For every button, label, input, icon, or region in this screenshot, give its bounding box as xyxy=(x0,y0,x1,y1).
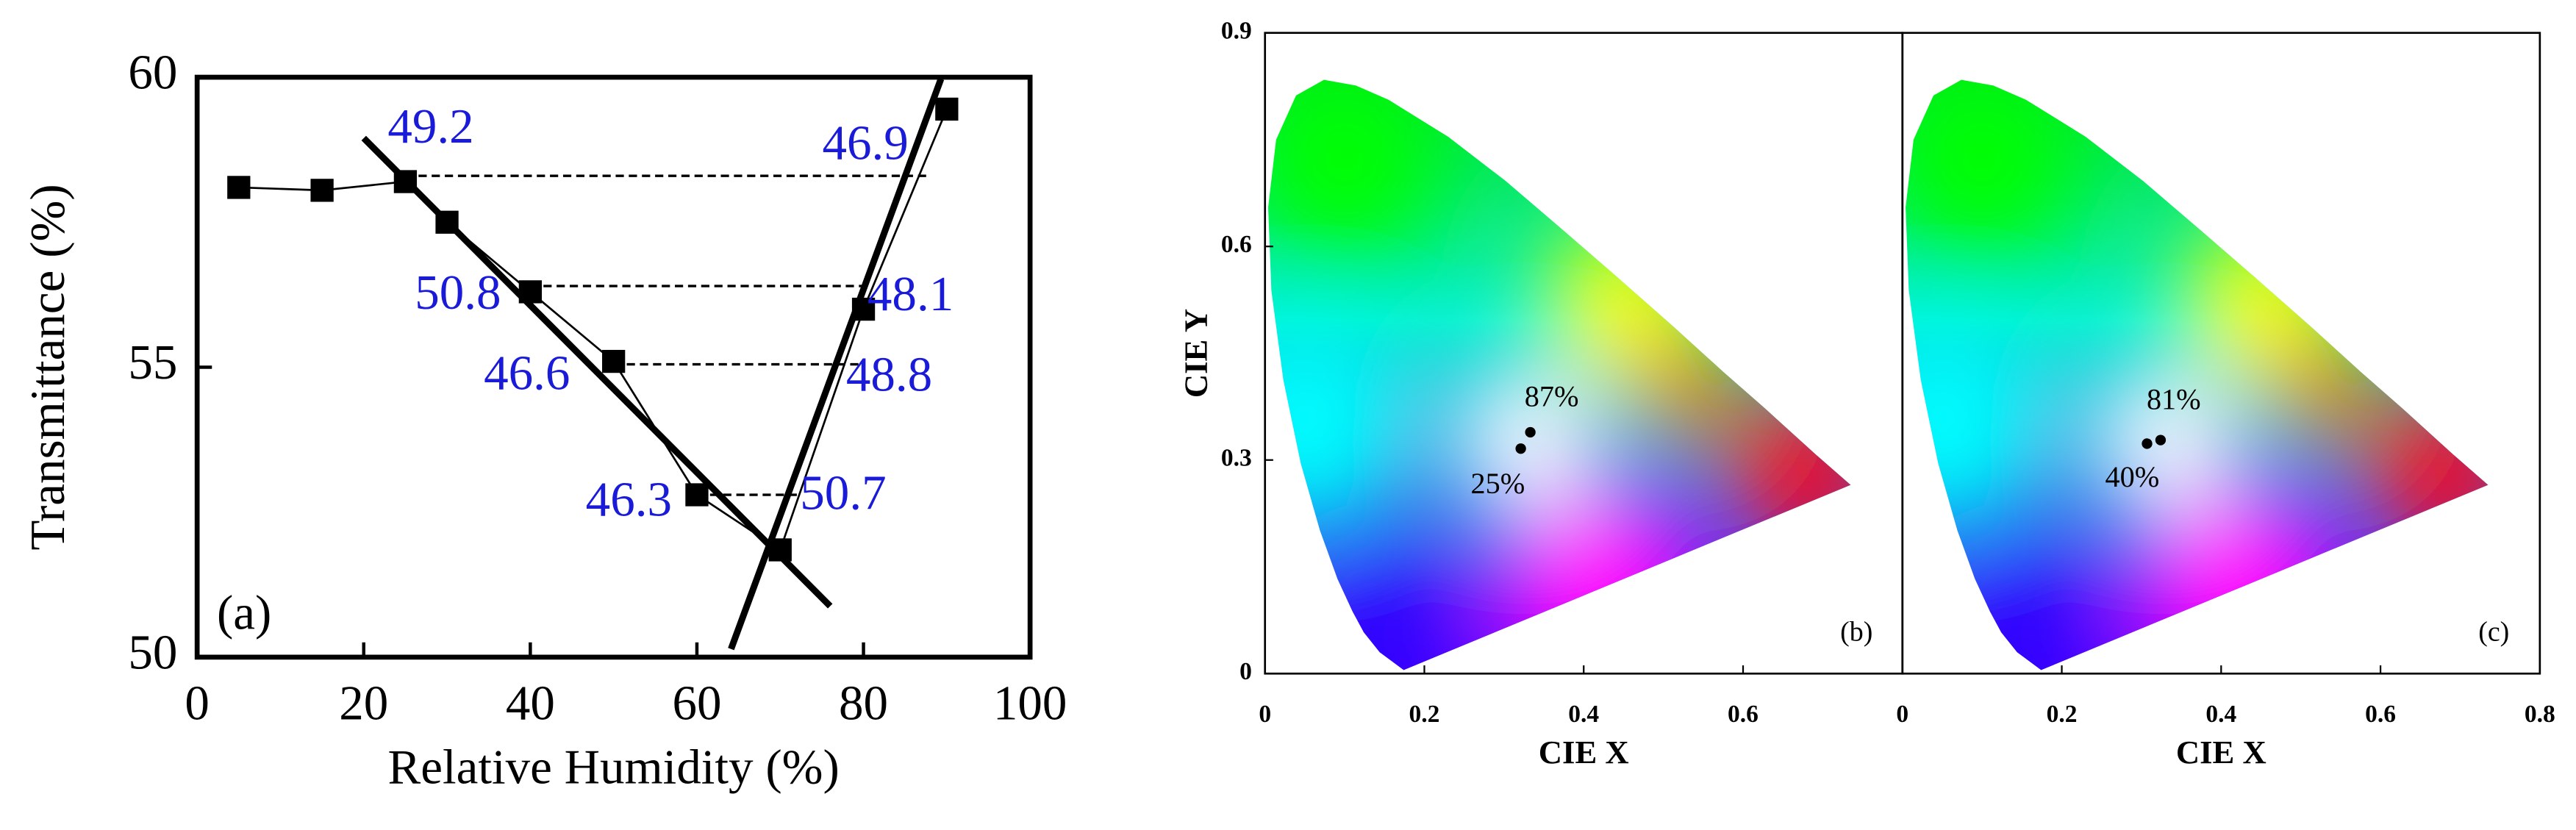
y-tick-label: 0 xyxy=(1239,658,1252,685)
x-tick-label: 0.8 xyxy=(2525,701,2555,728)
data-point xyxy=(685,483,709,507)
point-label: 81% xyxy=(2147,382,2201,415)
annotation: 46.3 xyxy=(586,471,672,526)
panel-label: (a) xyxy=(217,585,271,640)
x-tick-label: 80 xyxy=(839,676,888,731)
y-tick-label: 55 xyxy=(128,334,177,390)
y-tick-label: 0.3 xyxy=(1221,444,1252,471)
x-tick-label: 0.4 xyxy=(1568,701,1599,728)
fit-line xyxy=(728,77,945,651)
y-axis-label: Transmittance (%) xyxy=(20,184,75,550)
data-point xyxy=(227,176,251,199)
x-tick-label: 0.6 xyxy=(1728,701,1759,728)
gamut-color xyxy=(1942,558,2102,670)
data-point xyxy=(2142,438,2153,449)
y-tick-label: 50 xyxy=(128,624,177,679)
x-tick-label: 0 xyxy=(185,676,210,731)
x-tick-label: 0.6 xyxy=(2365,701,2396,728)
data-point xyxy=(518,280,543,304)
x-tick-label: 0.2 xyxy=(1409,701,1440,728)
data-point xyxy=(935,97,959,121)
gamut xyxy=(1906,79,2489,670)
data-point xyxy=(602,349,626,373)
y-axis-label: CIE Y xyxy=(1178,309,1214,398)
gamut-color xyxy=(2269,333,2381,445)
x-axis-label: Relative Humidity (%) xyxy=(388,740,840,795)
data-point xyxy=(851,297,876,321)
annotation: 50.8 xyxy=(415,265,501,320)
gamut-color xyxy=(2364,394,2489,554)
gamut-color xyxy=(1906,79,2078,257)
panel-label: (c) xyxy=(2478,616,2509,647)
gamut-blend xyxy=(1268,79,1851,670)
annotation: 49.2 xyxy=(387,99,473,154)
y-tick-label: 0.9 xyxy=(1221,17,1252,44)
panel-label: (b) xyxy=(1840,616,1872,647)
data-point xyxy=(1515,443,1526,454)
gamut-color xyxy=(1727,394,1851,554)
data-point xyxy=(768,538,792,562)
gamut-color xyxy=(1268,79,1441,257)
annotation: 50.7 xyxy=(800,465,886,520)
x-tick-label: 0.2 xyxy=(2047,701,2078,728)
y-tick-label: 0.6 xyxy=(1221,231,1252,258)
point-label: 40% xyxy=(2105,460,2160,493)
data-line xyxy=(238,108,948,552)
x-axis-label: CIE X xyxy=(1539,734,1629,770)
x-tick-label: 20 xyxy=(339,676,388,731)
gamut-color xyxy=(1268,329,1400,520)
gamut xyxy=(1268,79,1851,670)
x-tick-label: 0 xyxy=(1896,701,1908,728)
data-point xyxy=(393,170,418,193)
panel: 0 20 40 60 80 100 50 55 60 Relative Humidity (%) T… xyxy=(20,44,1067,794)
data-point xyxy=(310,179,334,202)
annotation: 46.6 xyxy=(484,345,570,400)
panel: 0 0.2 0.4 0.6 0 0.3 0.6 0.9 CIE X CIE Y (b) 25% 87% xyxy=(1178,17,1904,770)
x-tick-label: 0.4 xyxy=(2205,701,2236,728)
annotation: 46.9 xyxy=(822,115,908,171)
point-label: 25% xyxy=(1470,467,1525,500)
point-label: 87% xyxy=(1525,380,1579,413)
x-tick-label: 100 xyxy=(993,676,1067,731)
data-point xyxy=(435,210,459,234)
annotation: 48.8 xyxy=(846,347,932,402)
gamut-color xyxy=(1304,558,1464,670)
y-tick-label: 60 xyxy=(128,44,177,99)
x-axis-label: CIE X xyxy=(2176,734,2266,770)
gamut-color xyxy=(2133,484,2341,670)
panel: 0 0.2 0.4 0.6 0.8 CIE X (c) 40% 81% xyxy=(1896,32,2555,770)
data-point xyxy=(1525,426,1536,438)
x-tick-label: 40 xyxy=(506,676,555,731)
annotation: 48.1 xyxy=(867,266,954,321)
x-tick-label: 60 xyxy=(672,676,721,731)
data-point xyxy=(2155,434,2167,446)
gamut-color xyxy=(1456,367,1600,511)
gamut-color xyxy=(1496,484,1703,670)
x-tick-label: 0 xyxy=(1259,701,1271,728)
gamut-color xyxy=(1906,329,2039,520)
gamut-color xyxy=(1631,333,1744,445)
